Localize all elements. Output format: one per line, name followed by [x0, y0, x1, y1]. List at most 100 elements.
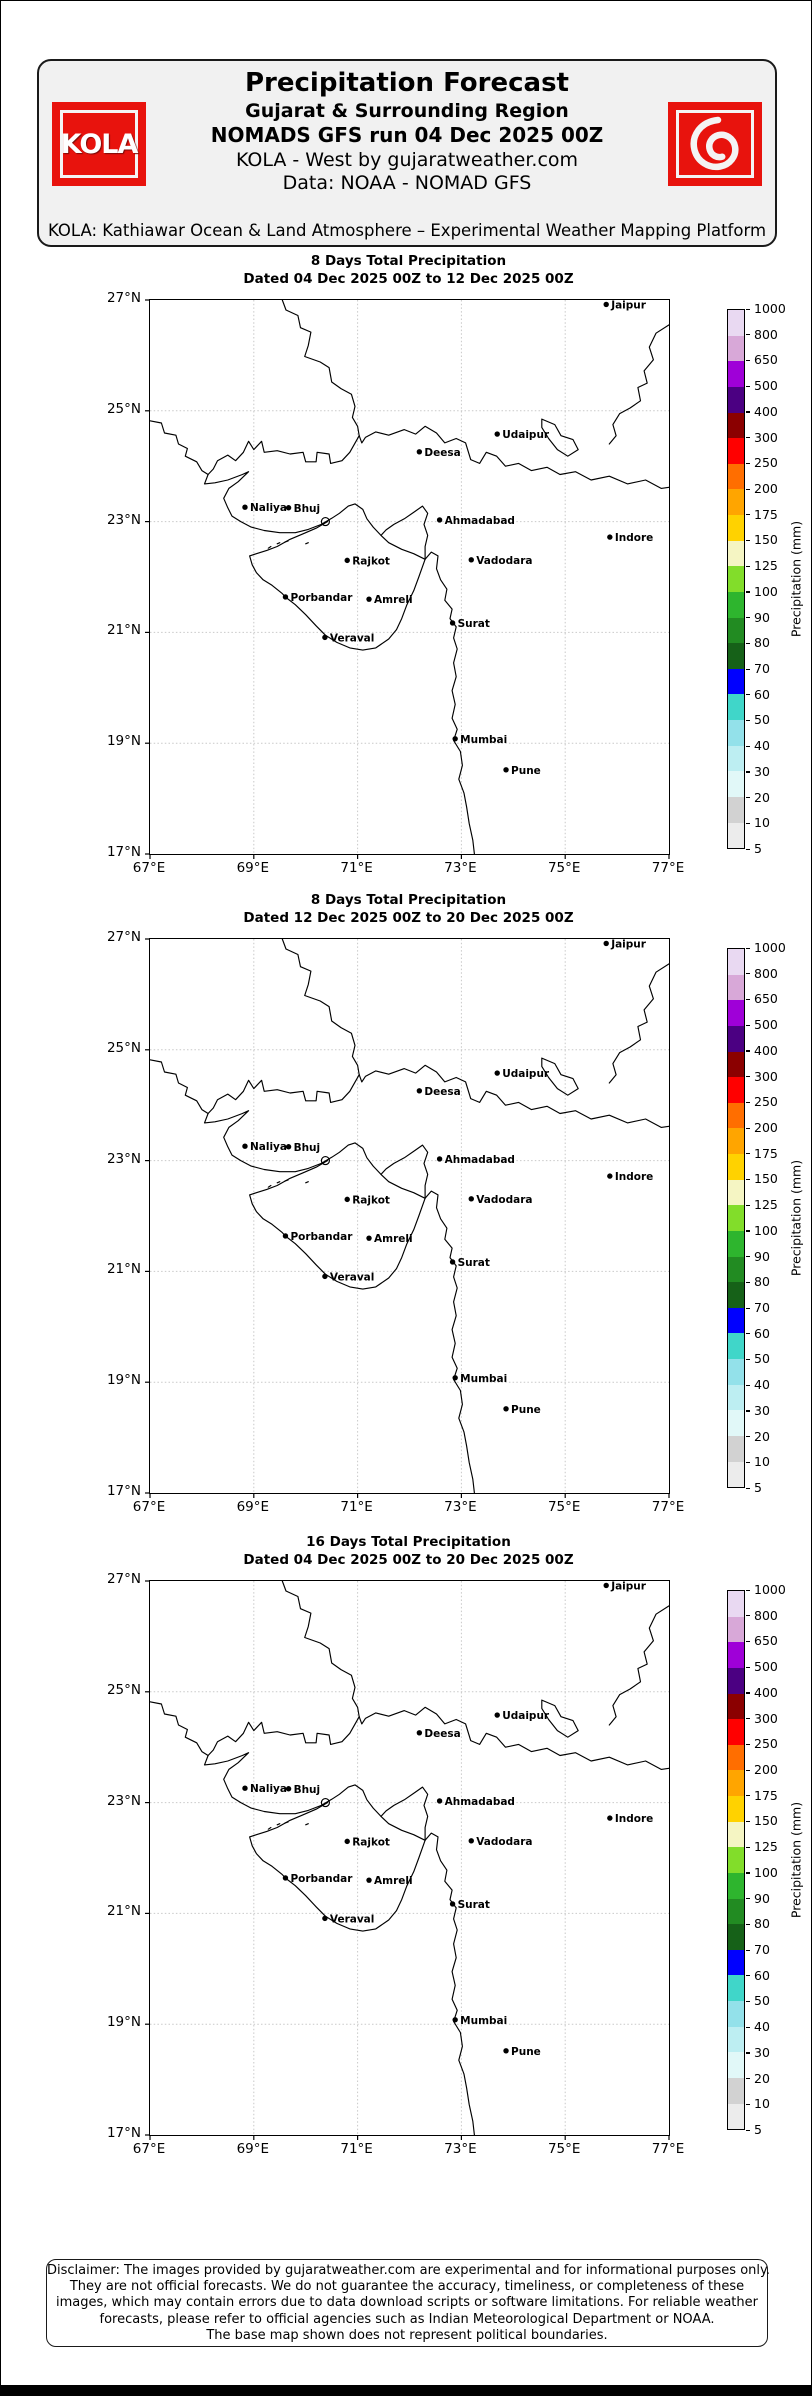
- colorbar-tick-mark: [746, 719, 750, 722]
- colorbar-tick-label: 250: [754, 1094, 778, 1110]
- colorbar-tick-label: 800: [754, 1607, 778, 1623]
- colorbar-axis-title: Precipitation (mm): [788, 520, 804, 638]
- colorbar-segment: [728, 540, 744, 567]
- city-dot: [607, 1173, 613, 1179]
- colorbar-segment: [728, 1719, 744, 1745]
- coastline-islet: [320, 1156, 330, 1166]
- colorbar-segment: [728, 1256, 744, 1283]
- colorbar-tick-mark: [746, 947, 750, 949]
- colorbar-segment: [728, 974, 744, 1001]
- map-plot-area: Jaipur Udaipur Deesa Naliya Bhuj Ahmadabad Ind…: [145, 1580, 670, 2140]
- colorbar-segment: [728, 1847, 744, 1873]
- colorbar-tick-label: 30: [754, 763, 770, 779]
- colorbar-tick-label: 250: [754, 1736, 778, 1752]
- city-label: Vadodara: [476, 555, 532, 567]
- coastline: [305, 1181, 309, 1184]
- coastline: [380, 505, 429, 560]
- colorbar-tick-label: 20: [754, 789, 770, 805]
- city-dot: [344, 557, 350, 564]
- city-label: Surat: [458, 1257, 490, 1269]
- colorbar-segment: [728, 1898, 744, 1925]
- city-label: Deesa: [424, 1086, 460, 1098]
- x-axis-label: 75°E: [547, 860, 581, 876]
- y-axis-label: 17°N: [106, 1483, 141, 1499]
- colorbar-segment: [728, 1128, 744, 1154]
- colorbar-axis-title: Precipitation (mm): [788, 1801, 804, 1919]
- colorbar-tick-label: 650: [754, 352, 778, 368]
- disclaimer-line: Disclaimer: The images provided by gujar…: [47, 2263, 770, 2278]
- city-label: Naliya: [250, 1783, 287, 1795]
- colorbar-segment: [728, 1179, 744, 1206]
- colorbar-tick-mark: [746, 2000, 750, 2003]
- x-axis-label: 71°E: [340, 2141, 373, 2157]
- colorbar-tick-mark: [746, 1256, 750, 1258]
- x-axis-label: 73°E: [444, 2141, 477, 2157]
- city-label: Mumbai: [460, 2015, 507, 2027]
- x-axis-label: 75°E: [547, 2141, 581, 2157]
- colorbar-segment: [728, 591, 744, 618]
- colorbar-tick-mark: [746, 771, 750, 773]
- colorbar-tick-mark: [746, 1281, 750, 1283]
- coastline: [424, 1832, 475, 2136]
- colorbar-tick-label: 650: [754, 1633, 778, 1649]
- map-panel-dated: Dated 04 Dec 2025 00Z to 20 Dec 2025 00Z: [243, 1552, 574, 1568]
- city-dot: [603, 1582, 609, 1589]
- colorbar-tick-label: 5: [754, 2122, 762, 2137]
- colorbar-tick-mark: [746, 1666, 750, 1668]
- map-panel-title: 8 Days Total Precipitation: [310, 253, 507, 269]
- colorbar-tick-mark: [746, 1846, 750, 1848]
- coastline: [284, 1821, 289, 1824]
- colorbar-segment: [728, 1461, 744, 1488]
- y-axis-label: 21°N: [106, 1261, 141, 1278]
- colorbar-tick-label: 30: [754, 2044, 770, 2060]
- colorbar: [727, 309, 745, 849]
- colorbar-segment: [728, 1102, 744, 1129]
- colorbar-segment: [728, 2001, 744, 2027]
- city-dot: [494, 1070, 500, 1076]
- colorbar-tick-label: 500: [754, 1659, 778, 1675]
- city-label: Naliya: [250, 502, 287, 514]
- colorbar-tick-mark: [746, 1384, 750, 1386]
- colorbar-tick-label: 40: [754, 738, 770, 754]
- colorbar-tick-label: 200: [754, 1120, 778, 1135]
- colorbar-segment: [728, 1307, 744, 1334]
- colorbar-axis-title: Precipitation (mm): [788, 1159, 804, 1277]
- y-axis-label: 27°N: [106, 1571, 141, 1587]
- city-dot: [436, 1798, 443, 1804]
- city-dot: [494, 1712, 500, 1718]
- city-label: Rajkot: [352, 555, 390, 567]
- colorbar-tick-label: 20: [754, 1428, 770, 1444]
- colorbar-tick-label: 70: [754, 1942, 770, 1957]
- colorbar-tick-mark: [746, 1436, 750, 1438]
- colorbar-segment: [728, 2103, 744, 2130]
- colorbar-segment: [728, 643, 744, 669]
- colorbar-segment: [728, 1872, 744, 1899]
- map-basemap-svg: Jaipur Udaipur Deesa Naliya Bhuj Ahmadabad Ind…: [145, 1580, 670, 2140]
- coastline: [608, 324, 670, 445]
- map-panel-dated: Dated 04 Dec 2025 00Z to 12 Dec 2025 00Z: [243, 271, 574, 287]
- colorbar-segment: [728, 386, 744, 413]
- colorbar-tick-mark: [746, 411, 750, 413]
- coastline: [305, 1823, 309, 1826]
- colorbar-tick-label: 100: [754, 583, 778, 599]
- colorbar-tick-mark: [746, 1127, 750, 1129]
- kola-logo-text: KOLA: [60, 128, 139, 160]
- colorbar-tick-label: 250: [754, 455, 778, 471]
- city-dot: [344, 1196, 350, 1203]
- colorbar-segment: [728, 822, 744, 849]
- colorbar-tick-label: 200: [754, 1762, 778, 1777]
- colorbar-segment: [728, 1384, 744, 1411]
- coastline: [281, 938, 360, 1076]
- city-label: Amreli: [374, 1875, 413, 1887]
- colorbar-tick-label: 400: [754, 1684, 778, 1700]
- coastline: [424, 551, 475, 855]
- disclaimer-box: Disclaimer: The images provided by gujar…: [46, 2259, 770, 2347]
- colorbar-tick-label: 80: [754, 1916, 770, 1932]
- colorbar-tick-label: 90: [754, 609, 770, 625]
- colorbar-tick-mark: [746, 973, 750, 975]
- colorbar-tick-mark: [746, 1872, 750, 1874]
- city-dot: [603, 940, 609, 947]
- colorbar-segment: [728, 1154, 744, 1180]
- colorbar-tick-mark: [746, 1101, 750, 1103]
